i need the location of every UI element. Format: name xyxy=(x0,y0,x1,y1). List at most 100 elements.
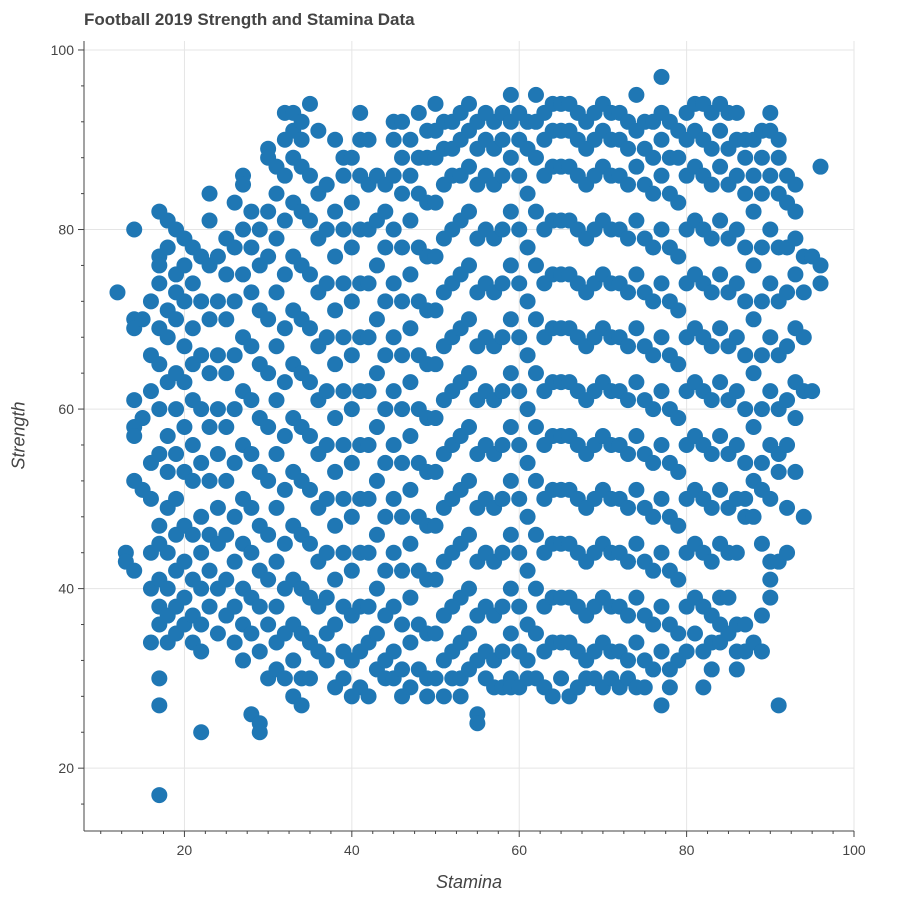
data-point xyxy=(201,212,218,229)
data-point xyxy=(427,410,444,427)
chart-title: Football 2019 Strength and Stamina Data xyxy=(84,10,415,29)
data-point xyxy=(753,239,770,256)
data-point xyxy=(159,544,176,561)
data-point xyxy=(519,185,536,202)
data-point xyxy=(779,284,796,301)
data-point xyxy=(318,329,335,346)
data-point xyxy=(712,122,729,139)
data-point xyxy=(318,436,335,453)
data-point xyxy=(511,598,528,615)
data-point xyxy=(142,634,159,651)
data-point xyxy=(335,490,352,507)
data-point xyxy=(385,643,402,660)
data-point xyxy=(645,616,662,633)
data-point xyxy=(276,481,293,498)
data-point xyxy=(243,392,260,409)
data-point xyxy=(737,185,754,202)
data-point xyxy=(168,311,185,328)
data-point xyxy=(728,436,745,453)
data-point xyxy=(193,643,210,660)
data-point xyxy=(762,571,779,588)
data-point xyxy=(360,131,377,148)
data-point xyxy=(318,221,335,238)
data-point xyxy=(728,221,745,238)
data-point xyxy=(419,688,436,705)
data-point xyxy=(402,320,419,337)
data-point xyxy=(653,598,670,615)
data-point xyxy=(544,688,561,705)
data-point xyxy=(176,374,193,391)
data-point xyxy=(209,401,226,418)
data-point xyxy=(218,526,235,543)
data-point xyxy=(645,347,662,364)
data-point xyxy=(318,589,335,606)
data-point xyxy=(209,347,226,364)
data-point xyxy=(745,203,762,220)
data-point xyxy=(235,176,252,193)
data-point xyxy=(276,320,293,337)
data-point xyxy=(402,131,419,148)
data-point xyxy=(770,697,787,714)
data-point xyxy=(327,203,344,220)
data-point xyxy=(527,203,544,220)
data-point xyxy=(151,670,168,687)
data-point xyxy=(795,329,812,346)
data-point xyxy=(787,266,804,283)
data-point xyxy=(343,401,360,418)
data-point xyxy=(762,329,779,346)
data-point xyxy=(494,131,511,148)
data-point xyxy=(335,436,352,453)
data-point xyxy=(327,356,344,373)
data-point xyxy=(276,167,293,184)
data-point xyxy=(276,212,293,229)
data-point xyxy=(620,652,637,669)
data-point xyxy=(243,445,260,462)
data-point xyxy=(620,553,637,570)
data-point xyxy=(502,526,519,543)
data-point xyxy=(201,562,218,579)
data-point xyxy=(335,670,352,687)
data-point xyxy=(184,526,201,543)
data-point xyxy=(620,176,637,193)
data-point xyxy=(168,490,185,507)
data-point xyxy=(209,625,226,642)
data-point xyxy=(151,257,168,274)
data-point xyxy=(527,149,544,166)
data-point xyxy=(628,634,645,651)
data-point xyxy=(394,454,411,471)
data-point xyxy=(461,95,477,112)
data-point xyxy=(268,445,285,462)
data-point xyxy=(494,643,511,660)
data-point xyxy=(335,544,352,561)
data-point xyxy=(310,122,327,139)
data-point xyxy=(201,311,218,328)
data-point xyxy=(620,392,637,409)
y-tick-label: 80 xyxy=(58,222,74,238)
data-point xyxy=(218,472,235,489)
data-point xyxy=(226,634,243,651)
data-point xyxy=(737,239,754,256)
data-point xyxy=(804,383,821,400)
data-point xyxy=(494,383,511,400)
data-point xyxy=(628,481,645,498)
data-point xyxy=(502,257,519,274)
data-point xyxy=(762,221,779,238)
data-point xyxy=(335,383,352,400)
data-point xyxy=(193,508,210,525)
data-point xyxy=(502,419,519,436)
data-point xyxy=(670,463,687,480)
data-point xyxy=(770,149,787,166)
data-point xyxy=(385,221,402,238)
data-point xyxy=(712,158,729,175)
data-point xyxy=(461,365,477,382)
data-point xyxy=(435,688,452,705)
data-point xyxy=(134,311,151,328)
data-point xyxy=(653,167,670,184)
y-tick-label: 60 xyxy=(58,401,74,417)
data-point xyxy=(753,607,770,624)
data-point xyxy=(527,472,544,489)
data-point xyxy=(402,212,419,229)
data-point xyxy=(653,490,670,507)
data-point xyxy=(410,104,427,121)
